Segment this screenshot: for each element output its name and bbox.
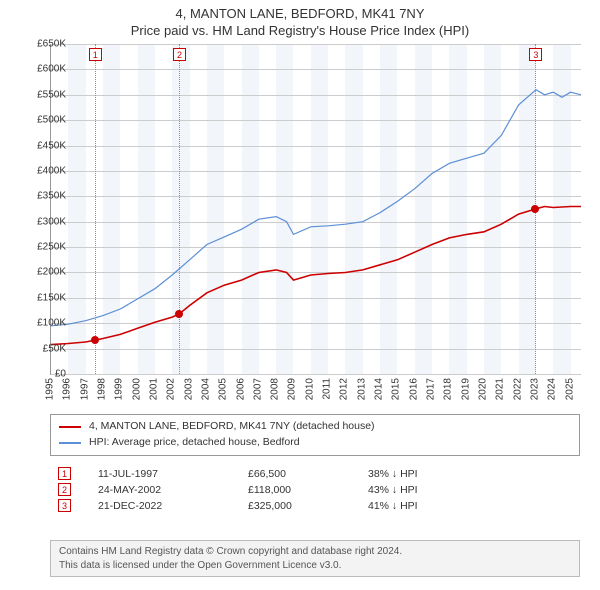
y-axis-label: £250K — [37, 242, 66, 253]
x-axis-label: 1997 — [79, 378, 90, 400]
x-axis-label: 1995 — [45, 378, 56, 400]
legend-label: 4, MANTON LANE, BEDFORD, MK41 7NY (detac… — [89, 419, 375, 435]
series-property — [51, 207, 581, 345]
x-axis-label: 1999 — [114, 378, 125, 400]
events-box: 1 11-JUL-1997£66,50038% ↓ HPI 2 24-MAY-2002… — [50, 458, 580, 521]
x-axis-label: 2018 — [443, 378, 454, 400]
y-axis-label: £200K — [37, 267, 66, 278]
y-axis-label: £600K — [37, 64, 66, 75]
x-axis-label: 2020 — [478, 378, 489, 400]
event-price: £118,000 — [248, 484, 368, 496]
event-price: £325,000 — [248, 500, 368, 512]
x-axis-label: 2024 — [547, 378, 558, 400]
legend-swatch — [59, 442, 81, 444]
event-number-box: 1 — [58, 467, 71, 480]
x-axis-label: 2002 — [166, 378, 177, 400]
event-delta: 38% ↓ HPI — [368, 468, 572, 480]
x-axis-label: 2021 — [495, 378, 506, 400]
y-axis-label: £100K — [37, 318, 66, 329]
x-axis-label: 2012 — [339, 378, 350, 400]
x-axis-label: 2015 — [391, 378, 402, 400]
x-axis-label: 2007 — [252, 378, 263, 400]
y-axis-label: £450K — [37, 140, 66, 151]
series-hpi — [51, 90, 581, 326]
x-axis-label: 2014 — [374, 378, 385, 400]
x-axis-label: 2009 — [287, 378, 298, 400]
title-line-1: 4, MANTON LANE, BEDFORD, MK41 7NY — [0, 6, 600, 23]
sale-point — [175, 310, 183, 318]
legend-row: HPI: Average price, detached house, Bedf… — [59, 435, 571, 451]
legend-label: HPI: Average price, detached house, Bedf… — [89, 435, 300, 451]
x-axis-label: 2010 — [304, 378, 315, 400]
y-axis-label: £150K — [37, 292, 66, 303]
x-axis-label: 2016 — [408, 378, 419, 400]
y-axis-label: £500K — [37, 115, 66, 126]
x-axis-label: 1996 — [62, 378, 73, 400]
y-axis-label: £650K — [37, 39, 66, 50]
sale-point — [91, 336, 99, 344]
footer-box: Contains HM Land Registry data © Crown c… — [50, 540, 580, 577]
event-delta: 43% ↓ HPI — [368, 484, 572, 496]
x-axis-label: 2022 — [512, 378, 523, 400]
chart-title-block: 4, MANTON LANE, BEDFORD, MK41 7NY Price … — [0, 0, 600, 40]
event-row: 1 11-JUL-1997£66,50038% ↓ HPI — [58, 467, 572, 480]
sale-point — [531, 205, 539, 213]
event-delta: 41% ↓ HPI — [368, 500, 572, 512]
y-axis-label: £300K — [37, 216, 66, 227]
chart-lines — [51, 44, 581, 374]
gridline — [51, 374, 581, 375]
legend-box: 4, MANTON LANE, BEDFORD, MK41 7NY (detac… — [50, 414, 580, 456]
legend-row: 4, MANTON LANE, BEDFORD, MK41 7NY (detac… — [59, 419, 571, 435]
x-axis-label: 2025 — [564, 378, 575, 400]
event-date: 24-MAY-2002 — [98, 484, 248, 496]
event-row: 3 21-DEC-2022£325,00041% ↓ HPI — [58, 499, 572, 512]
x-axis-label: 2001 — [148, 378, 159, 400]
x-axis-label: 2005 — [218, 378, 229, 400]
x-axis-label: 2017 — [426, 378, 437, 400]
x-axis-label: 2008 — [270, 378, 281, 400]
event-price: £66,500 — [248, 468, 368, 480]
price-chart: 123 — [50, 44, 581, 375]
event-date: 21-DEC-2022 — [98, 500, 248, 512]
x-axis-label: 2011 — [322, 378, 333, 400]
event-row: 2 24-MAY-2002£118,00043% ↓ HPI — [58, 483, 572, 496]
title-line-2: Price paid vs. HM Land Registry's House … — [0, 23, 600, 40]
x-axis-label: 2000 — [131, 378, 142, 400]
y-axis-label: £400K — [37, 165, 66, 176]
x-axis-label: 2006 — [235, 378, 246, 400]
event-date: 11-JUL-1997 — [98, 468, 248, 480]
y-axis-label: £50K — [43, 343, 66, 354]
event-number-box: 3 — [58, 499, 71, 512]
event-number-box: 2 — [58, 483, 71, 496]
x-axis-label: 2003 — [183, 378, 194, 400]
x-axis-label: 2019 — [460, 378, 471, 400]
x-axis-label: 2023 — [529, 378, 540, 400]
x-axis-label: 1998 — [96, 378, 107, 400]
footer-line-2: This data is licensed under the Open Gov… — [59, 559, 571, 573]
x-axis-label: 2013 — [356, 378, 367, 400]
y-axis-label: £550K — [37, 89, 66, 100]
y-axis-label: £350K — [37, 191, 66, 202]
legend-swatch — [59, 426, 81, 428]
x-axis-label: 2004 — [200, 378, 211, 400]
footer-line-1: Contains HM Land Registry data © Crown c… — [59, 545, 571, 559]
